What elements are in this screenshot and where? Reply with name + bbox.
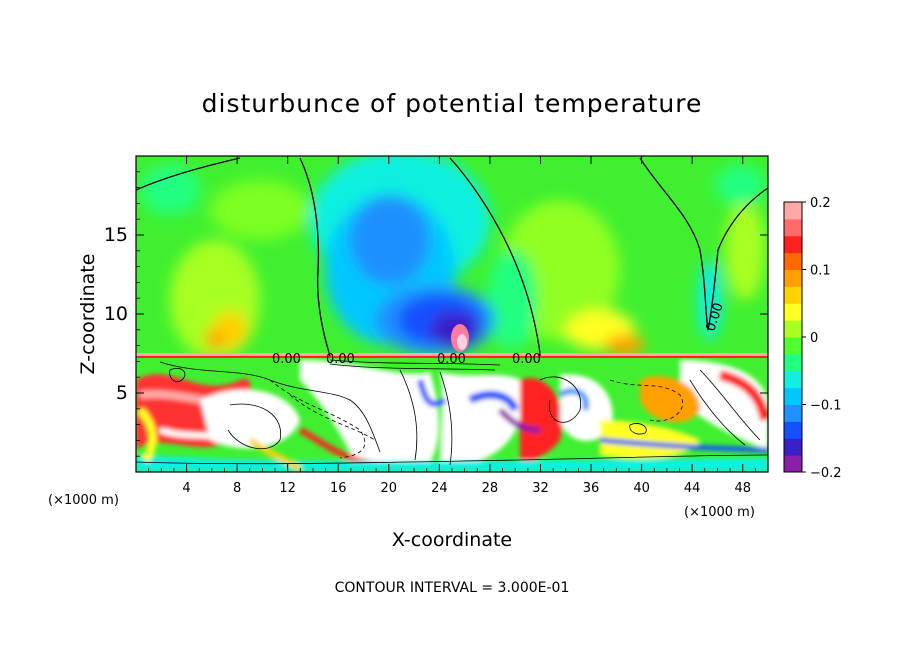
contour-interval-note: CONTOUR INTERVAL = 3.000E-01 — [335, 580, 570, 596]
x-axis-label: X-coordinate — [392, 529, 512, 551]
x-tick-label: 28 — [482, 481, 499, 496]
contour-lower-8 — [689, 369, 761, 446]
contour-lower-6 — [539, 376, 582, 423]
x-tick-label: 16 — [330, 481, 347, 496]
colorbar-swatch — [784, 202, 802, 220]
colorbar: 0.2 0.1 0 −0.1 −0.2 — [783, 196, 842, 481]
y-tick-label: 15 — [104, 224, 128, 246]
contour-label: 0.00 — [326, 352, 355, 367]
contour-lower-4 — [399, 369, 453, 466]
x-tick-label: 48 — [734, 481, 751, 496]
colorbar-tick-label: 0.2 — [810, 196, 831, 211]
colorbar-swatch — [784, 455, 802, 473]
colorbar-swatch — [784, 370, 802, 389]
colorbar-swatch — [784, 337, 802, 355]
contour-lower-9 — [136, 454, 768, 465]
colorbar-swatch — [784, 387, 802, 405]
x-tick-label: 36 — [583, 481, 600, 496]
x-axis-ticks: 4 8 12 16 20 24 28 32 36 40 44 48 — [148, 156, 756, 496]
contour-lower-10 — [169, 367, 186, 383]
y-axis-ticks: 5 10 15 — [104, 171, 768, 457]
contour-lower-2 — [269, 379, 366, 459]
lower-layer-field — [136, 356, 768, 472]
x-tick-label: 44 — [684, 481, 701, 496]
contour-lower-7 — [609, 379, 683, 422]
x-tick-label: 32 — [532, 481, 549, 496]
colorbar-swatch — [784, 286, 802, 304]
contour-lower-1 — [159, 361, 381, 453]
chart-title: disturbunce of potential temperature — [202, 89, 703, 118]
x-tick-label: 4 — [182, 481, 190, 496]
colorbar-swatch — [784, 404, 802, 422]
y-axis-label: Z-coordinate — [77, 254, 99, 375]
colorbar-tick-label: 0.1 — [810, 264, 831, 279]
contour-label: 0.00 — [272, 352, 301, 367]
x-tick-label: 8 — [233, 481, 241, 496]
colorbar-tick-label: −0.2 — [810, 466, 842, 481]
contour-lower-5 — [329, 359, 501, 371]
colorbar-swatch — [784, 421, 802, 439]
y-tick-label: 10 — [104, 303, 128, 325]
contour-label: 0.00 — [437, 352, 466, 367]
colorbar-swatch — [784, 353, 802, 372]
x-tick-label: 12 — [279, 481, 296, 496]
contour-zero-left — [136, 157, 331, 357]
colorbar-swatch — [784, 235, 802, 254]
contour-lower-3 — [289, 394, 376, 441]
colorbar-swatch — [784, 269, 802, 287]
x-tick-label: 24 — [431, 481, 448, 496]
contour-labels: 0.00 0.00 0.00 0.00 0.00 — [272, 301, 727, 367]
x-tick-label: 40 — [633, 481, 650, 496]
colorbar-tick-label: 0 — [810, 331, 818, 346]
contour-lines — [136, 157, 768, 466]
contour-zero-center — [449, 157, 541, 357]
heatmap-field — [136, 156, 768, 472]
contour-label: 0.00 — [512, 352, 541, 367]
colorbar-swatch — [784, 252, 802, 270]
colorbar-swatch — [784, 303, 802, 321]
x-unit-right: (×1000 m) — [684, 505, 755, 520]
upper-layer-field — [136, 156, 768, 356]
contour-lower-12 — [227, 403, 282, 449]
x-tick-label: 20 — [381, 481, 398, 496]
x-unit-left: (×1000 m) — [48, 493, 119, 508]
colorbar-swatch — [784, 438, 802, 456]
contour-zero-right — [639, 157, 768, 331]
colorbar-swatch — [784, 320, 802, 338]
colorbar-swatch — [784, 218, 802, 237]
y-tick-label: 5 — [116, 382, 128, 404]
contour-lower-11 — [629, 423, 647, 435]
colorbar-tick-label: −0.1 — [810, 399, 842, 414]
